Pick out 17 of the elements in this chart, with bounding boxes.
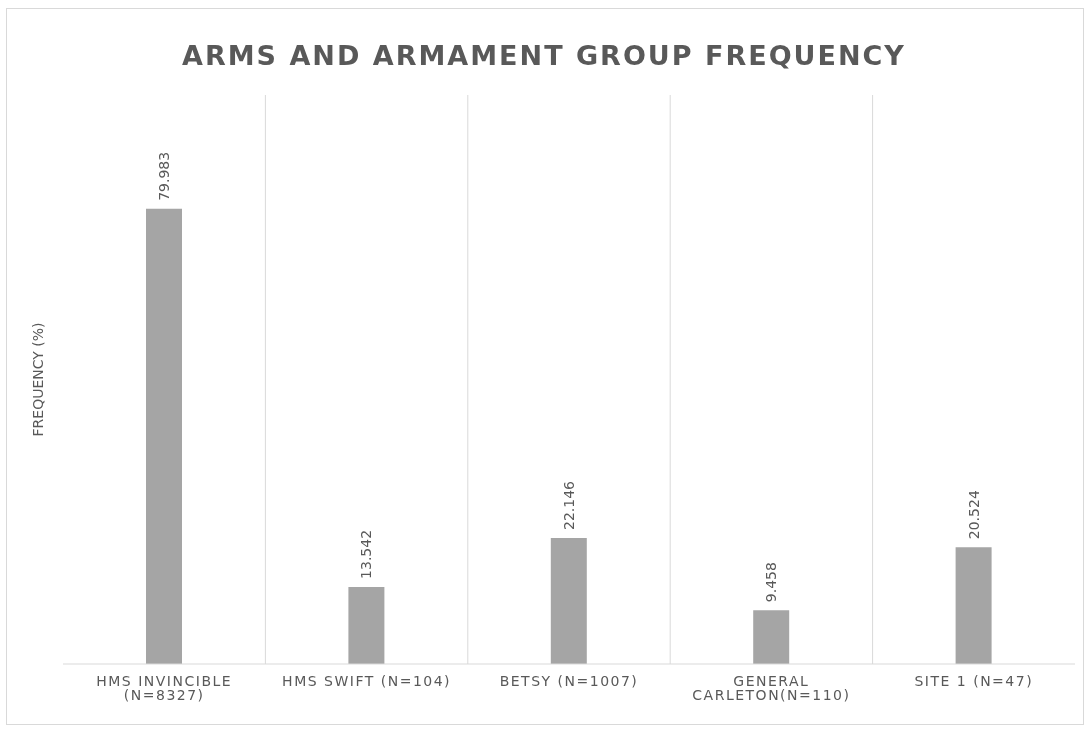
data-label: 9.458 — [763, 562, 780, 603]
data-label: 22.146 — [560, 480, 577, 530]
x-tick-label: BETSY (N=1007) — [499, 672, 639, 689]
data-label: 13.542 — [358, 529, 375, 579]
x-tick-label: SITE 1 (N=47) — [914, 672, 1034, 689]
x-tick-label: GENERAL CARLETON(N=110) — [692, 672, 851, 703]
x-tick-label: HMS INVINCIBLE (N=8327) — [96, 672, 233, 703]
x-tick-label: HMS SWIFT (N=104) — [282, 672, 452, 689]
bar — [550, 537, 587, 664]
y-axis-title: FREQUENCY (%) — [29, 322, 46, 437]
bar — [753, 610, 790, 664]
data-label: 20.524 — [965, 490, 982, 540]
data-label: 79.983 — [156, 151, 172, 201]
bar — [348, 586, 385, 664]
bar — [955, 547, 992, 664]
chart-title: ARMS AND ARMAMENT GROUP FREQUENCY — [181, 40, 907, 71]
bar — [146, 208, 182, 664]
